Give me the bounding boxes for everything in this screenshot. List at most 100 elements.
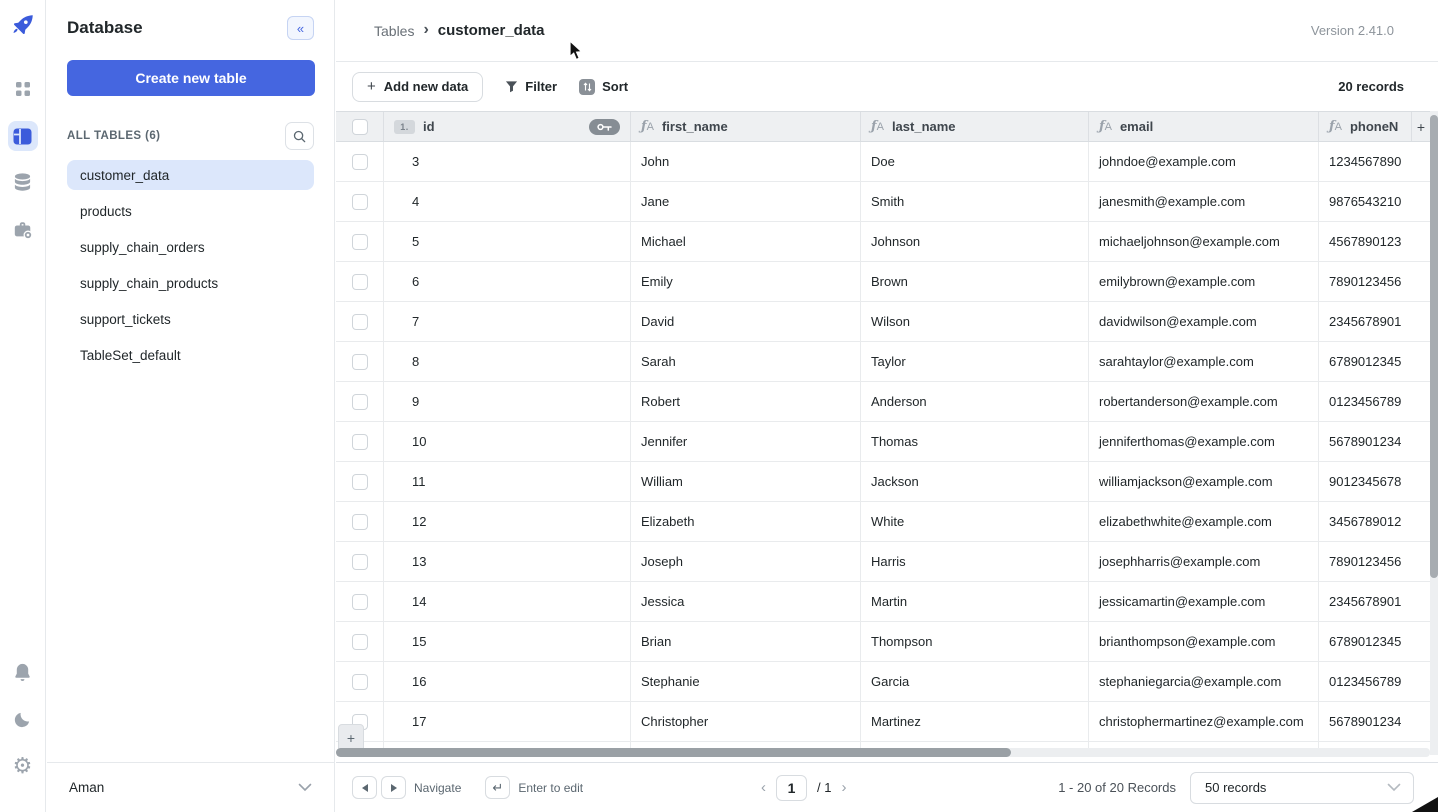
- column-header-id[interactable]: 1. id: [384, 112, 631, 141]
- page-number-input[interactable]: 1: [776, 774, 807, 801]
- table-row[interactable]: 4 Jane Smith janesmith@example.com 987654321…: [336, 182, 1430, 222]
- cell-phone[interactable]: 1234567890: [1329, 154, 1402, 169]
- row-checkbox[interactable]: [351, 233, 368, 250]
- table-row[interactable]: 7 David Wilson davidwilson@example.com 23456…: [336, 302, 1430, 342]
- cell-last_name[interactable]: Jackson: [861, 462, 1089, 501]
- cell-first_name[interactable]: Sarah: [631, 342, 861, 381]
- cell-email[interactable]: johndoe@example.com: [1089, 142, 1319, 181]
- row-checkbox[interactable]: [351, 593, 368, 610]
- cell-email[interactable]: robertanderson@example.com: [1089, 382, 1319, 421]
- cell-email[interactable]: sarahtaylor@example.com: [1089, 342, 1319, 381]
- row-checkbox[interactable]: [351, 273, 368, 290]
- cell-email[interactable]: davidwilson@example.com: [1089, 302, 1319, 341]
- cell-phone[interactable]: 2345678901: [1329, 314, 1402, 329]
- row-checkbox[interactable]: [351, 193, 368, 210]
- cell-last_name[interactable]: White: [861, 502, 1089, 541]
- cell-last_name[interactable]: Taylor: [861, 342, 1089, 381]
- table-row[interactable]: 10 Jennifer Thomas jenniferthomas@example.c…: [336, 422, 1430, 462]
- cell-email[interactable]: michaeljohnson@example.com: [1089, 222, 1319, 261]
- cell-id[interactable]: 3: [384, 142, 631, 181]
- row-checkbox[interactable]: [351, 513, 368, 530]
- sidebar-table-item[interactable]: supply_chain_products: [80, 275, 219, 291]
- cell-id[interactable]: 10: [384, 422, 631, 461]
- column-header-last_name[interactable]: ƒA last_name: [861, 112, 1089, 141]
- select-all-checkbox[interactable]: [351, 118, 368, 135]
- add-new-data-button[interactable]: + Add new data: [352, 71, 484, 102]
- cell-first_name[interactable]: Joseph: [631, 542, 861, 581]
- cell-last_name[interactable]: Martinez: [861, 702, 1089, 741]
- add-row-button[interactable]: +: [338, 724, 364, 752]
- cell-phone[interactable]: 7890123456: [1329, 554, 1402, 569]
- sidebar-table-item[interactable]: supply_chain_orders: [80, 239, 205, 255]
- cell-phone[interactable]: 5678901234: [1329, 714, 1402, 729]
- cell-first_name[interactable]: Elizabeth: [631, 502, 861, 541]
- row-checkbox[interactable]: [351, 473, 368, 490]
- sidebar-footer[interactable]: Aman: [47, 762, 334, 812]
- sidebar-table-item[interactable]: customer_data: [67, 160, 314, 190]
- cell-first_name[interactable]: Jennifer: [631, 422, 861, 461]
- cell-phone[interactable]: 6789012345: [1329, 354, 1402, 369]
- row-checkbox[interactable]: [351, 393, 368, 410]
- cell-id[interactable]: 11: [384, 462, 631, 501]
- cell-id[interactable]: 14: [384, 582, 631, 621]
- cell-first_name[interactable]: Jessica: [631, 582, 861, 621]
- apps-grid-icon[interactable]: [8, 74, 38, 104]
- cell-first_name[interactable]: Michael: [631, 222, 861, 261]
- cell-email[interactable]: jessicamartin@example.com: [1089, 582, 1319, 621]
- create-new-table-button[interactable]: Create new table: [67, 60, 315, 96]
- cell-id[interactable]: 8: [384, 342, 631, 381]
- cell-first_name[interactable]: Robert: [631, 382, 861, 421]
- table-row[interactable]: 13 Joseph Harris josephharris@example.com 78…: [336, 542, 1430, 582]
- column-header-email[interactable]: ƒA email: [1089, 112, 1319, 141]
- page-size-select[interactable]: 50 records: [1190, 771, 1414, 804]
- page-next-icon[interactable]: ›: [841, 779, 847, 796]
- cell-last_name[interactable]: Johnson: [861, 222, 1089, 261]
- cell-id[interactable]: 17: [384, 702, 631, 741]
- rocket-logo-icon[interactable]: [8, 10, 38, 40]
- column-header-phone[interactable]: ƒA phoneN: [1319, 112, 1411, 141]
- horizontal-scrollbar-thumb[interactable]: [336, 748, 1011, 757]
- vertical-scrollbar[interactable]: [1430, 111, 1438, 755]
- enter-key-button[interactable]: ↵: [485, 776, 511, 799]
- cell-phone[interactable]: 3456789012: [1329, 514, 1402, 529]
- cell-email[interactable]: emilybrown@example.com: [1089, 262, 1319, 301]
- cell-last_name[interactable]: Anderson: [861, 382, 1089, 421]
- sidebar-table-item[interactable]: support_tickets: [80, 311, 171, 327]
- table-row[interactable]: 12 Elizabeth White elizabethwhite@example.c…: [336, 502, 1430, 542]
- database-icon[interactable]: [8, 168, 38, 198]
- cell-id[interactable]: 7: [384, 302, 631, 341]
- filter-button[interactable]: Filter: [505, 79, 557, 94]
- cell-first_name[interactable]: William: [631, 462, 861, 501]
- cell-phone[interactable]: 2345678901: [1329, 594, 1402, 609]
- cell-last_name[interactable]: Thomas: [861, 422, 1089, 461]
- cell-first_name[interactable]: Emily: [631, 262, 861, 301]
- cell-id[interactable]: 6: [384, 262, 631, 301]
- cell-id[interactable]: 4: [384, 182, 631, 221]
- table-row[interactable]: 16 Stephanie Garcia stephaniegarcia@example…: [336, 662, 1430, 702]
- column-header-first_name[interactable]: ƒA first_name: [631, 112, 861, 141]
- table-row[interactable]: 11 William Jackson williamjackson@example.c…: [336, 462, 1430, 502]
- cell-email[interactable]: janesmith@example.com: [1089, 182, 1319, 221]
- cell-id[interactable]: 5: [384, 222, 631, 261]
- cell-last_name[interactable]: Thompson: [861, 622, 1089, 661]
- cell-last_name[interactable]: Doe: [861, 142, 1089, 181]
- horizontal-scrollbar[interactable]: [336, 748, 1430, 757]
- notifications-bell-icon[interactable]: [8, 657, 38, 687]
- cell-first_name[interactable]: Stephanie: [631, 662, 861, 701]
- navigate-prev-button[interactable]: [352, 776, 377, 799]
- row-checkbox[interactable]: [351, 673, 368, 690]
- cell-id[interactable]: 12: [384, 502, 631, 541]
- row-checkbox[interactable]: [351, 353, 368, 370]
- cell-id[interactable]: 9: [384, 382, 631, 421]
- cell-first_name[interactable]: Brian: [631, 622, 861, 661]
- tables-icon[interactable]: [7, 121, 38, 151]
- cell-phone[interactable]: 0123456789: [1329, 394, 1402, 409]
- collapse-sidebar-button[interactable]: «: [287, 16, 314, 40]
- navigate-next-button[interactable]: [381, 776, 406, 799]
- cell-email[interactable]: elizabethwhite@example.com: [1089, 502, 1319, 541]
- search-tables-button[interactable]: [285, 122, 314, 150]
- cell-last_name[interactable]: Brown: [861, 262, 1089, 301]
- cell-first_name[interactable]: Christopher: [631, 702, 861, 741]
- sidebar-table-item[interactable]: products: [80, 203, 132, 219]
- cell-last_name[interactable]: Martin: [861, 582, 1089, 621]
